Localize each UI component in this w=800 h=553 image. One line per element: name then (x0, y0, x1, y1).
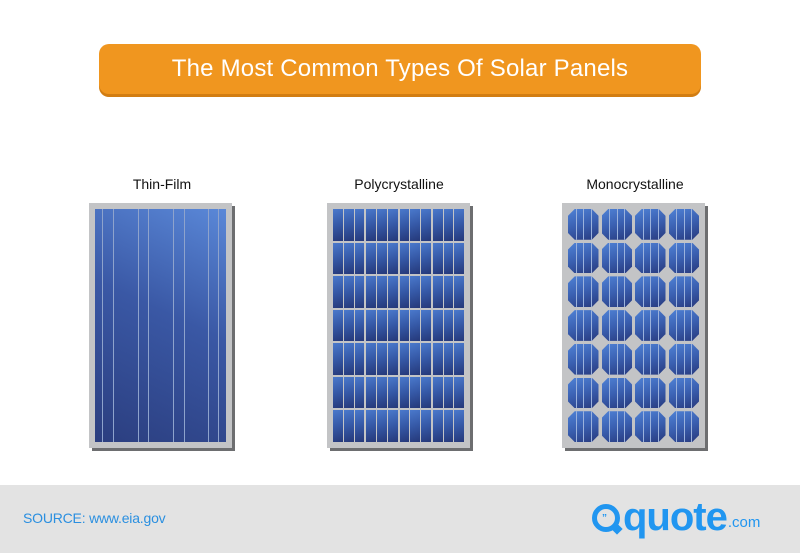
mono-cell (568, 242, 599, 274)
mono-cell (668, 242, 699, 274)
mono-cell (668, 276, 699, 308)
mono-cell (635, 310, 666, 341)
thin-film-panel (89, 203, 232, 448)
label-monocrystalline: Monocrystalline (586, 176, 684, 192)
poly-cell (366, 410, 398, 442)
poly-cell (333, 376, 365, 409)
mono-cell (601, 343, 632, 375)
thin-film-surface (95, 209, 226, 442)
poly-cell (333, 343, 365, 375)
mono-cell (635, 377, 666, 409)
polycrystalline-cell-grid (333, 209, 464, 442)
poly-cell (333, 276, 365, 308)
monocrystalline-cell-grid (568, 209, 699, 442)
poly-cell (432, 309, 464, 342)
poly-cell (399, 276, 431, 308)
mono-cell (601, 310, 632, 341)
poly-cell (432, 343, 464, 375)
poly-cell (333, 410, 365, 442)
mono-cell (635, 242, 666, 274)
footer-bar: SOURCE: www.eia.gov ” quote .com (0, 485, 800, 553)
mono-cell (668, 411, 699, 442)
mono-cell (668, 377, 699, 409)
mono-cell (635, 276, 666, 308)
label-thin-film: Thin-Film (132, 176, 192, 192)
mono-cell (568, 343, 599, 375)
mono-cell (635, 343, 666, 375)
poly-cell (432, 209, 464, 241)
poly-cell (399, 209, 431, 241)
poly-cell (399, 410, 431, 442)
mono-cell (635, 411, 666, 442)
poly-cell (399, 242, 431, 275)
speech-bubble-icon: ” (592, 504, 620, 532)
mono-cell (668, 209, 699, 240)
poly-cell (432, 242, 464, 275)
poly-cell (366, 276, 398, 308)
poly-cell (399, 309, 431, 342)
title-banner: The Most Common Types Of Solar Panels (99, 44, 701, 94)
mono-cell (568, 310, 599, 341)
logo-word: quote (623, 495, 728, 539)
poly-cell (333, 242, 365, 275)
poly-cell (366, 309, 398, 342)
poly-cell (333, 309, 365, 342)
poly-cell (432, 276, 464, 308)
logo-suffix: .com (727, 514, 761, 531)
polycrystalline-panel (327, 203, 470, 448)
poly-cell (432, 410, 464, 442)
mono-cell (601, 209, 632, 240)
poly-cell (399, 343, 431, 375)
page-title: The Most Common Types Of Solar Panels (171, 55, 629, 82)
mono-cell (568, 411, 599, 442)
source-credit: SOURCE: www.eia.gov (23, 510, 166, 526)
poly-cell (366, 376, 398, 409)
poly-cell (366, 343, 398, 375)
mono-cell (601, 276, 632, 308)
label-polycrystalline: Polycrystalline (354, 176, 444, 192)
mono-cell (668, 310, 699, 341)
poly-cell (333, 209, 365, 241)
poly-cell (366, 242, 398, 275)
mono-cell (601, 411, 632, 442)
mono-cell (601, 242, 632, 274)
mono-cell (568, 276, 599, 308)
poly-cell (399, 376, 431, 409)
mono-cell (635, 209, 666, 240)
mono-cell (668, 343, 699, 375)
poly-cell (366, 209, 398, 241)
poly-cell (432, 376, 464, 409)
mono-cell (601, 377, 632, 409)
quote-logo: ” quote .com (592, 497, 760, 537)
mono-cell (568, 377, 599, 409)
mono-cell (568, 209, 599, 240)
monocrystalline-panel (562, 203, 705, 448)
